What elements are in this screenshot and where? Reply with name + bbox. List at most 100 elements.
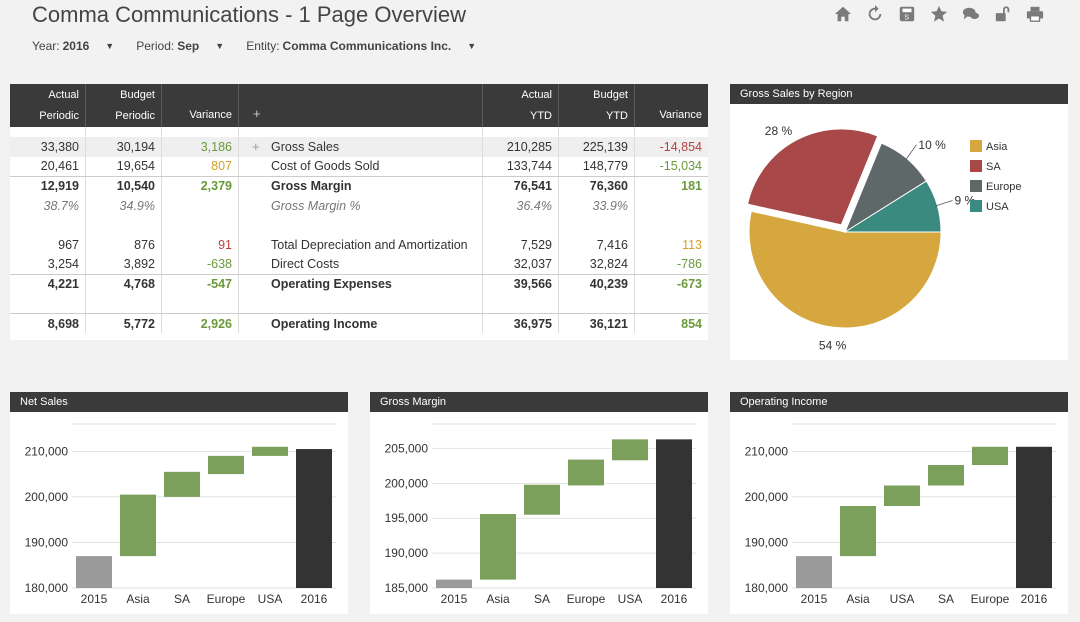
budget-periodic-cell-text: 30,194 [116, 139, 155, 154]
bar-2016[interactable] [1016, 446, 1052, 588]
pie-chart-panel: Gross Sales by Region 54 % 28 % 10 % 9 % Asi… [730, 84, 1068, 360]
table-row: 967 876 91 Total Depreciation and Amortizat… [10, 234, 708, 255]
comments-icon[interactable] [962, 5, 980, 23]
bar-usa[interactable] [884, 485, 920, 507]
row-label: Direct Costs [239, 254, 483, 275]
print-icon[interactable] [1026, 5, 1044, 23]
period-filter-label: Period: [136, 39, 175, 53]
row-label [239, 215, 483, 235]
x-tick-label: Europe [207, 592, 246, 606]
variance-ytd-cell-text: -673 [676, 277, 702, 292]
star-icon[interactable] [930, 5, 948, 23]
y-tick-label: 200,000 [385, 476, 429, 490]
period-filter[interactable]: Period: Sep ▼ [136, 39, 224, 53]
variance-periodic-cell: -638 [162, 254, 239, 275]
actual-ytd-cell-text: 36,975 [513, 316, 552, 331]
table-row [10, 293, 708, 314]
bar-europe[interactable] [568, 459, 604, 486]
bar-2015[interactable] [76, 556, 112, 588]
variance-periodic-cell-text: 91 [218, 237, 232, 252]
actual-periodic-cell: 20,461 [10, 156, 86, 177]
row-label-text: Gross Margin % [271, 198, 361, 213]
panel-title: Net Sales [10, 392, 348, 412]
legend-item-sa[interactable]: SA [986, 161, 1001, 173]
x-tick-label: 2015 [81, 592, 108, 606]
header-text: Variance [189, 109, 232, 121]
variance-periodic-cell: 3,186 [162, 137, 239, 157]
save-icon[interactable]: S [898, 5, 916, 23]
budget-ytd-cell-text: 40,239 [589, 277, 628, 292]
filter-bar: Year: 2016 ▼ Period: Sep ▼ Entity: Comma… [32, 39, 498, 53]
actual-ytd-cell-text: 210,285 [506, 139, 552, 154]
x-tick-label: 2016 [661, 592, 688, 606]
col-actual-ytd: Actual YTD [483, 84, 559, 127]
page-title: Comma Communications - 1 Page Overview [32, 2, 467, 27]
variance-periodic-cell: 91 [162, 234, 239, 255]
actual-ytd-cell: 210,285 [483, 137, 559, 157]
bar-2016[interactable] [656, 439, 692, 588]
variance-ytd-cell: 113 [635, 235, 708, 255]
pie-slice-sa[interactable] [746, 128, 879, 226]
variance-periodic-cell [162, 215, 239, 235]
pie-slice-asia[interactable] [748, 210, 942, 329]
legend-item-europe[interactable]: Europe [986, 181, 1021, 193]
x-tick-label: Europe [971, 592, 1010, 606]
bar-sa[interactable] [524, 484, 560, 515]
variance-periodic-cell: 2,926 [162, 314, 239, 333]
panel-title: Operating Income [730, 392, 1068, 412]
home-icon[interactable] [834, 5, 852, 23]
bar-asia[interactable] [480, 514, 516, 580]
expand-all-button[interactable]: + [239, 84, 483, 127]
budget-ytd-cell-text: 36,121 [589, 316, 628, 331]
actual-ytd-cell [483, 293, 559, 314]
budget-ytd-cell: 76,360 [559, 177, 635, 196]
row-label-text: Operating Expenses [271, 277, 392, 292]
actual-ytd-cell: 76,541 [483, 177, 559, 196]
budget-ytd-cell-text: 32,824 [589, 257, 628, 272]
bar-usa[interactable] [612, 439, 648, 461]
budget-periodic-cell-text: 19,654 [116, 159, 155, 174]
budget-ytd-cell: 225,139 [559, 137, 635, 157]
expand-row-icon[interactable]: + [252, 139, 260, 155]
actual-ytd-cell-text: 133,744 [506, 159, 552, 174]
bar-2016[interactable] [296, 449, 332, 588]
table-spacer [10, 127, 708, 137]
y-tick-label: 200,000 [25, 490, 69, 504]
bar-asia[interactable] [120, 494, 156, 557]
row-label-text: Total Depreciation and Amortization [271, 237, 468, 252]
x-tick-label: Europe [567, 592, 606, 606]
budget-periodic-cell: 30,194 [86, 137, 162, 157]
year-filter[interactable]: Year: 2016 ▼ [32, 39, 114, 53]
entity-filter[interactable]: Entity: Comma Communications Inc. ▼ [246, 39, 476, 53]
legend-item-usa[interactable]: USA [986, 201, 1009, 213]
budget-periodic-cell-text: 876 [134, 237, 155, 252]
budget-periodic-cell [86, 215, 162, 235]
plus-icon: + [253, 106, 261, 121]
budget-ytd-cell-text: 7,416 [596, 237, 628, 252]
bar-2015[interactable] [796, 556, 832, 588]
y-tick-label: 190,000 [25, 535, 69, 549]
bar-europe[interactable] [972, 446, 1008, 465]
table-row: 38.7% 34.9% Gross Margin % 36.4% 33.9% [10, 195, 708, 216]
variance-periodic-cell: -547 [162, 275, 239, 294]
bar-usa[interactable] [252, 446, 288, 456]
refresh-icon[interactable] [866, 5, 884, 23]
bar-europe[interactable] [208, 455, 244, 475]
legend-item-asia[interactable]: Asia [986, 141, 1008, 153]
legend-swatch [970, 200, 982, 212]
bar-asia[interactable] [840, 506, 876, 557]
row-label: Gross Margin % [239, 195, 483, 216]
header-text: Budget [593, 88, 628, 101]
bar-sa[interactable] [164, 471, 200, 497]
x-tick-label: 2015 [801, 592, 828, 606]
y-tick-label: 190,000 [385, 546, 429, 560]
budget-ytd-cell: 7,416 [559, 234, 635, 255]
bar-sa[interactable] [928, 465, 964, 486]
variance-periodic-cell-text: -638 [206, 257, 232, 272]
actual-periodic-cell-text: 967 [58, 237, 79, 252]
svg-text:S: S [904, 12, 909, 21]
pie-label: 10 % [918, 138, 946, 152]
bar-2015[interactable] [436, 579, 472, 588]
unlock-icon[interactable] [994, 5, 1012, 23]
variance-periodic-cell-text: 3,186 [200, 139, 232, 154]
